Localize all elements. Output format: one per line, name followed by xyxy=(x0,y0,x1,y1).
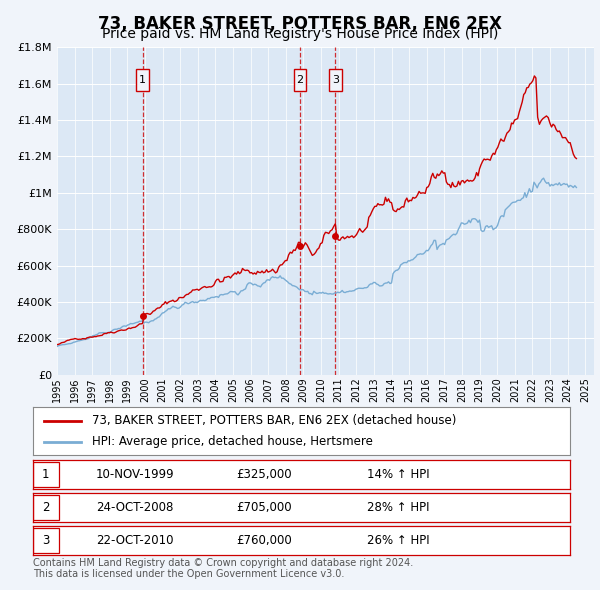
FancyBboxPatch shape xyxy=(33,461,59,487)
Text: 1: 1 xyxy=(42,468,50,481)
Text: 3: 3 xyxy=(332,75,339,85)
Text: 3: 3 xyxy=(42,534,50,547)
Text: 10-NOV-1999: 10-NOV-1999 xyxy=(96,468,175,481)
FancyBboxPatch shape xyxy=(33,527,59,553)
Text: 26% ↑ HPI: 26% ↑ HPI xyxy=(367,534,430,547)
Text: 14% ↑ HPI: 14% ↑ HPI xyxy=(367,468,430,481)
Text: Price paid vs. HM Land Registry's House Price Index (HPI): Price paid vs. HM Land Registry's House … xyxy=(102,27,498,41)
Text: £325,000: £325,000 xyxy=(236,468,292,481)
Text: Contains HM Land Registry data © Crown copyright and database right 2024.
This d: Contains HM Land Registry data © Crown c… xyxy=(33,558,413,579)
Text: 2: 2 xyxy=(42,501,50,514)
Text: £760,000: £760,000 xyxy=(236,534,292,547)
Text: 24-OCT-2008: 24-OCT-2008 xyxy=(97,501,174,514)
Text: 22-OCT-2010: 22-OCT-2010 xyxy=(96,534,174,547)
FancyBboxPatch shape xyxy=(33,494,59,520)
Text: 2: 2 xyxy=(296,75,304,85)
FancyBboxPatch shape xyxy=(136,69,149,91)
FancyBboxPatch shape xyxy=(294,69,307,91)
Text: £705,000: £705,000 xyxy=(236,501,292,514)
Text: 73, BAKER STREET, POTTERS BAR, EN6 2EX: 73, BAKER STREET, POTTERS BAR, EN6 2EX xyxy=(98,15,502,33)
FancyBboxPatch shape xyxy=(329,69,341,91)
Text: 73, BAKER STREET, POTTERS BAR, EN6 2EX (detached house): 73, BAKER STREET, POTTERS BAR, EN6 2EX (… xyxy=(92,414,457,427)
Text: HPI: Average price, detached house, Hertsmere: HPI: Average price, detached house, Hert… xyxy=(92,435,373,448)
Text: 28% ↑ HPI: 28% ↑ HPI xyxy=(367,501,430,514)
Text: 1: 1 xyxy=(139,75,146,85)
